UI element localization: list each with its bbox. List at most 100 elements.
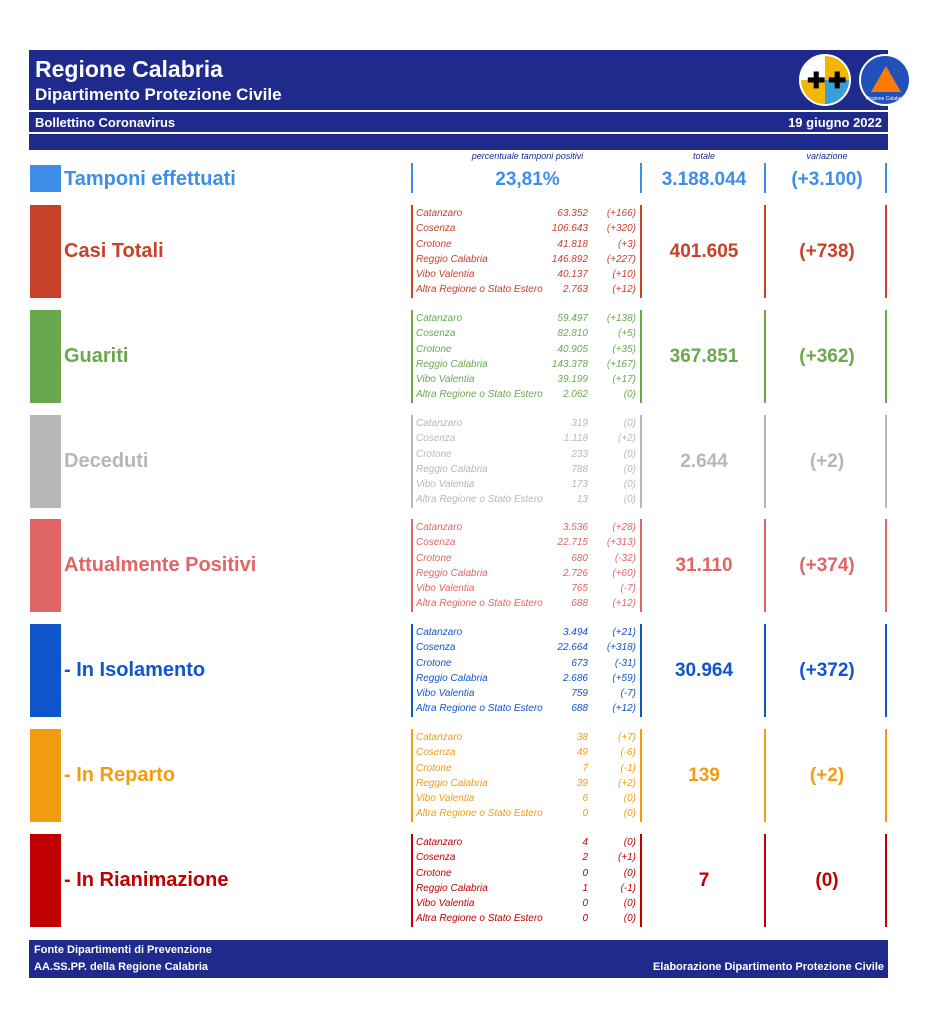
province-row: Catanzaro 319 (0) [416,416,640,431]
province-name: Cosenza [416,642,456,654]
protezione-civile-logo-icon: Regione Calabria [859,54,911,106]
province-delta: (-1) [620,762,636,774]
province-value: 7 [582,762,588,774]
province-row: Reggio Calabria 39 (+2) [416,776,640,791]
province-row: Altra Regione o Stato Estero 688 (+12) [416,596,640,611]
province-delta: (0) [623,913,636,925]
province-value: 788 [571,463,588,475]
deceduti-province-breakdown: Catanzaro 319 (0) Cosenza 1.118 (+2) Crotone 23… [416,416,640,508]
in-rianimazione-label: - In Rianimazione [64,868,229,891]
casi-totali-total: 401.605 [669,240,739,262]
in-isolamento-divider [885,624,887,717]
guariti-divider [885,310,887,403]
province-row: Crotone 0 (0) [416,866,640,881]
province-value: 0 [582,867,588,879]
in-reparto-variation: (+2) [809,764,845,786]
province-delta: (+21) [612,627,636,638]
province-row: Vibo Valentia 765 (-7) [416,581,640,596]
attualmente-positivi-variation: (+374) [799,554,855,576]
province-value: 688 [571,703,588,715]
tamponi-pct: 23,81% [495,169,560,190]
province-name: Crotone [416,552,452,564]
province-delta: (+320) [606,223,636,235]
province-row: Altra Regione o Stato Estero 2.763 (+12) [416,282,640,297]
deceduti-total: 2.644 [680,450,728,472]
guariti-divider [640,310,642,403]
calabria-coat-of-arms-icon: ✚ ✚ [799,54,851,106]
province-row: Catanzaro 3.494 (+21) [416,625,640,640]
in-isolamento-divider [764,624,766,717]
province-value: 759 [571,688,588,700]
tamponi-swatch [30,165,61,192]
province-name: Cosenza [416,852,456,864]
in-isolamento-variation: (+372) [799,659,855,681]
casi-totali-swatch [30,205,61,298]
guariti-swatch [30,310,61,403]
in-reparto-swatch [30,729,61,822]
province-delta: (+60) [612,567,636,579]
province-row: Cosenza 22.715 (+313) [416,535,640,550]
attualmente-positivi-label: Attualmente Positivi [64,553,257,576]
province-row: Vibo Valentia 39.199 (+17) [416,372,640,387]
casi-totali-divider [764,205,766,298]
province-row: Cosenza 2 (+1) [416,850,640,865]
province-delta: (+17) [612,374,636,386]
province-delta: (0) [623,898,636,910]
province-name: Cosenza [416,537,456,549]
province-value: 39.199 [557,374,588,386]
attualmente-positivi-divider [640,519,642,612]
province-name: Cosenza [416,747,456,759]
province-name: Crotone [416,343,452,355]
province-value: 173 [571,479,588,491]
province-delta: (0) [623,479,636,491]
province-delta: (0) [623,837,636,848]
province-row: Vibo Valentia 6 (0) [416,791,640,806]
province-delta: (0) [623,418,636,429]
attualmente-positivi-province-breakdown: Catanzaro 3.536 (+28) Cosenza 22.715 (+313) Cr… [416,520,640,612]
province-delta: (+12) [612,703,636,715]
in-rianimazione-province-breakdown: Catanzaro 4 (0) Cosenza 2 (+1) Crotone 0 (0) Regg… [416,835,640,927]
province-delta: (+1) [617,852,636,864]
province-delta: (0) [623,793,636,805]
department-subtitle: Dipartimento Protezione Civile [35,85,282,104]
province-name: Altra Regione o Stato Estero [416,913,543,925]
province-row: Reggio Calabria 143.378 (+167) [416,357,640,372]
province-delta: (-7) [620,688,636,700]
province-name: Crotone [416,238,452,250]
province-value: 40.905 [557,343,588,355]
province-delta: (+166) [606,208,636,219]
in-isolamento-province-breakdown: Catanzaro 3.494 (+21) Cosenza 22.664 (+318) Cr… [416,625,640,717]
deceduti-divider [764,415,766,508]
footer-elaboration: Elaborazione Dipartimento Protezione Civ… [652,961,884,973]
province-value: 63.352 [557,208,588,219]
in-isolamento-label: - In Isolamento [64,658,206,681]
province-value: 41.818 [557,238,588,250]
province-row: Vibo Valentia 173 (0) [416,477,640,492]
province-delta: (+167) [606,358,636,370]
province-value: 2 [582,852,588,864]
province-name: Reggio Calabria [416,463,488,475]
province-name: Catanzaro [416,522,463,533]
deceduti-divider [411,415,413,508]
province-row: Catanzaro 59.497 (+138) [416,311,640,326]
province-name: Altra Regione o Stato Estero [416,284,543,296]
province-row: Altra Regione o Stato Estero 0 (0) [416,911,640,926]
province-name: Reggio Calabria [416,567,488,579]
province-delta: (+10) [612,269,636,281]
bulletin-divider [29,132,888,134]
tamponi-divider [640,163,642,193]
province-delta: (+227) [606,253,636,265]
province-delta: (+28) [612,522,636,533]
province-value: 59.497 [557,313,588,324]
province-name: Reggio Calabria [416,672,488,684]
province-value: 688 [571,598,588,610]
in-rianimazione-swatch [30,834,61,927]
province-value: 4 [582,837,588,848]
province-value: 146.892 [551,253,588,265]
province-delta: (0) [623,808,636,820]
province-delta: (-7) [620,583,636,595]
province-value: 2.763 [562,284,588,296]
header-divider [29,110,888,112]
casi-totali-province-breakdown: Catanzaro 63.352 (+166) Cosenza 106.643 (+320… [416,206,640,298]
guariti-variation: (+362) [799,345,855,367]
